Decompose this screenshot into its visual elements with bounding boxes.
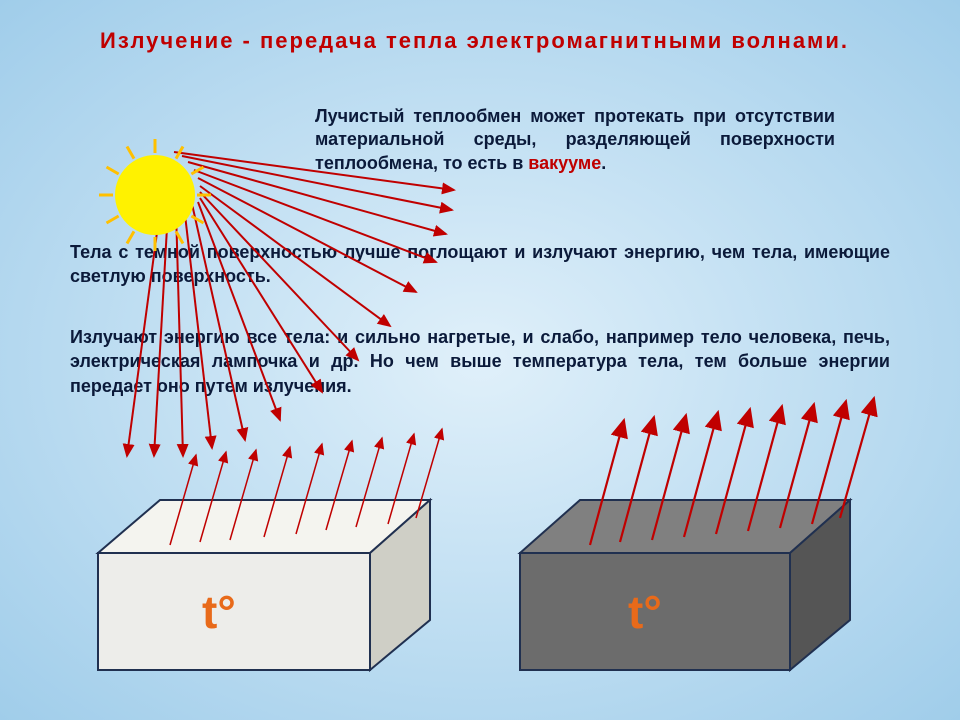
para1-suffix: . [601,153,606,173]
para1-highlight: вакууме [528,153,601,173]
block-dark [520,500,850,670]
arrows-light-block [170,429,442,545]
sun-rays [127,152,454,456]
label-temperature-light: t° [202,585,236,639]
paragraph-all-bodies: Излучают энергию все тела: и сильно нагр… [70,325,890,398]
label-temperature-dark: t° [628,585,662,639]
paragraph-vacuum: Лучистый теплообмен может протекать при … [315,105,835,175]
arrows-dark-block [590,398,874,545]
block-light [98,500,430,670]
paragraph-dark-surface: Тела с темной поверхностью лучше поглоща… [70,240,890,289]
sun-icon [99,139,211,251]
page-title: Излучение - передача тепла электромагнит… [100,28,930,54]
